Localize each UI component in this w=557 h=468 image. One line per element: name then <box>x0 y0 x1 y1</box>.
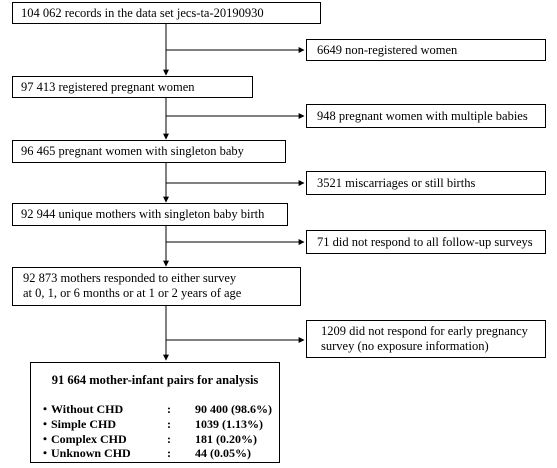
step-registered-text: 97 413 registered pregnant women <box>21 79 195 94</box>
step-registered-box: 97 413 registered pregnant women <box>12 76 253 98</box>
chd-colon: : <box>167 446 171 461</box>
exclusion-no-followup-box: 71 did not respond to all follow-up surv… <box>306 230 546 254</box>
step-records-box: 104 062 records in the data set jecs-ta-… <box>12 2 321 24</box>
exclusion-non-registered-box: 6649 non-registered women <box>306 39 546 61</box>
chd-breakdown-table: ・Without CHD : 90 400 (98.6%) ・Simple CH… <box>39 402 272 461</box>
chd-label: ・Complex CHD <box>39 431 127 446</box>
chd-label: ・Without CHD <box>39 402 124 416</box>
chd-colon: : <box>167 416 171 431</box>
step-responded-box: 92 873 mothers responded to either surve… <box>12 267 301 306</box>
step-unique-mothers-text: 92 944 unique mothers with singleton bab… <box>21 207 265 221</box>
chd-value: 1039 (1.13%) <box>195 416 263 431</box>
chd-row-without: ・Without CHD : 90 400 (98.6%) <box>39 402 272 417</box>
step-singleton-text: 96 465 pregnant women with singleton bab… <box>21 144 244 158</box>
step-responded-line2: at 0, 1, or 6 months or at 1 or 2 years … <box>23 286 242 300</box>
exclusion-miscarriages-box: 3521 miscarriages or still births <box>306 171 546 195</box>
chd-value: 181 (0.20%) <box>195 431 257 446</box>
exclusion-no-exposure-line2: survey (no exposure information) <box>321 339 489 353</box>
chd-label: ・Unknown CHD <box>39 446 131 461</box>
chd-row-complex: ・Complex CHD : 181 (0.20%) <box>39 432 272 447</box>
chd-label: ・Simple CHD <box>39 416 117 431</box>
exclusion-multiple-babies-text: 948 pregnant women with multiple babies <box>317 108 528 123</box>
chd-row-simple: ・Simple CHD : 1039 (1.13%) <box>39 417 272 432</box>
final-analysis-box: 91 664 mother-infant pairs for analysis … <box>30 362 280 463</box>
step-singleton-box: 96 465 pregnant women with singleton bab… <box>12 140 286 163</box>
chd-colon: : <box>167 431 171 446</box>
exclusion-miscarriages-text: 3521 miscarriages or still births <box>317 175 476 190</box>
final-analysis-title: 91 664 mother-infant pairs for analysis <box>51 373 259 387</box>
chd-colon: : <box>167 402 171 416</box>
exclusion-no-exposure-box: 1209 did not respond for early pregnancy… <box>306 320 546 358</box>
exclusion-non-registered-text: 6649 non-registered women <box>317 42 458 57</box>
exclusion-no-exposure-line1: 1209 did not respond for early pregnancy <box>321 324 528 338</box>
exclusion-no-followup-text: 71 did not respond to all follow-up surv… <box>317 234 533 249</box>
chd-value: 44 (0.05%) <box>195 446 251 461</box>
step-responded-line1: 92 873 mothers responded to either surve… <box>23 271 237 285</box>
step-records-text: 104 062 records in the data set jecs-ta-… <box>21 5 264 20</box>
chd-value: 90 400 (98.6%) <box>195 402 272 416</box>
exclusion-multiple-babies-box: 948 pregnant women with multiple babies <box>306 104 546 128</box>
chd-row-unknown: ・Unknown CHD : 44 (0.05%) <box>39 446 272 461</box>
step-unique-mothers-box: 92 944 unique mothers with singleton bab… <box>12 203 288 226</box>
